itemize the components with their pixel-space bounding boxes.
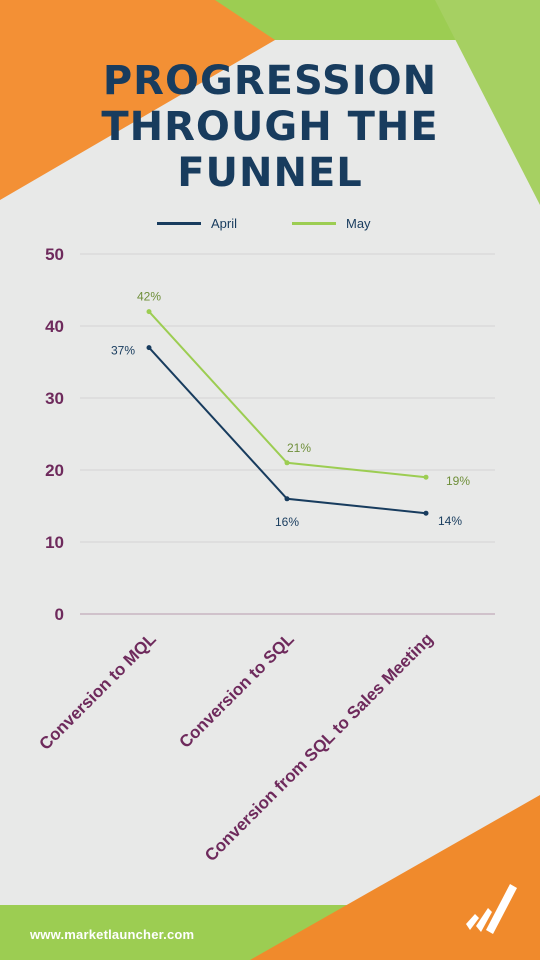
data-point-april <box>146 345 152 351</box>
y-tick-label: 0 <box>55 605 64 624</box>
data-label-may: 42% <box>137 290 161 304</box>
bottom-right-orange-shape <box>250 795 540 960</box>
legend-swatch-april <box>157 222 201 225</box>
title-line-2: THROUGH THE <box>101 104 439 150</box>
y-tick-label: 10 <box>45 533 64 552</box>
legend-label-may: May <box>346 216 371 231</box>
data-point-may <box>146 309 152 315</box>
series-line-april <box>148 346 427 515</box>
data-label-may: 19% <box>446 474 470 488</box>
y-tick-label: 20 <box>45 461 64 480</box>
data-point-may <box>423 474 429 480</box>
data-label-may: 21% <box>287 441 311 455</box>
x-category-label: Conversion from SQL to Sales Meeting <box>201 629 437 865</box>
chart-legend: April May <box>0 216 540 236</box>
page-title: PROGRESSION THROUGH THE FUNNEL <box>0 58 540 196</box>
top-right-green-shape <box>435 0 540 205</box>
title-line-1: PROGRESSION <box>102 58 438 104</box>
title-line-3: FUNNEL <box>177 150 363 196</box>
data-label-april: 37% <box>111 344 135 358</box>
y-tick-label: 30 <box>45 389 64 408</box>
y-tick-label: 40 <box>45 317 64 336</box>
data-point-may <box>284 460 290 466</box>
market-launcher-logo-icon <box>466 884 517 934</box>
footer-url[interactable]: www.marketlauncher.com <box>30 927 195 942</box>
data-label-april: 16% <box>275 515 299 529</box>
y-tick-label: 50 <box>45 245 64 264</box>
x-category-label: Conversion to SQL <box>176 629 298 751</box>
x-category-label: Conversion to MQL <box>36 629 160 753</box>
legend-label-april: April <box>211 216 238 231</box>
legend-swatch-may <box>292 222 336 225</box>
top-left-orange-shape <box>0 0 275 200</box>
legend-entry-april: April <box>157 216 237 231</box>
data-label-april: 14% <box>438 514 462 528</box>
data-point-april <box>423 510 429 516</box>
legend-entry-may: May <box>292 216 371 231</box>
data-point-april <box>284 496 290 502</box>
